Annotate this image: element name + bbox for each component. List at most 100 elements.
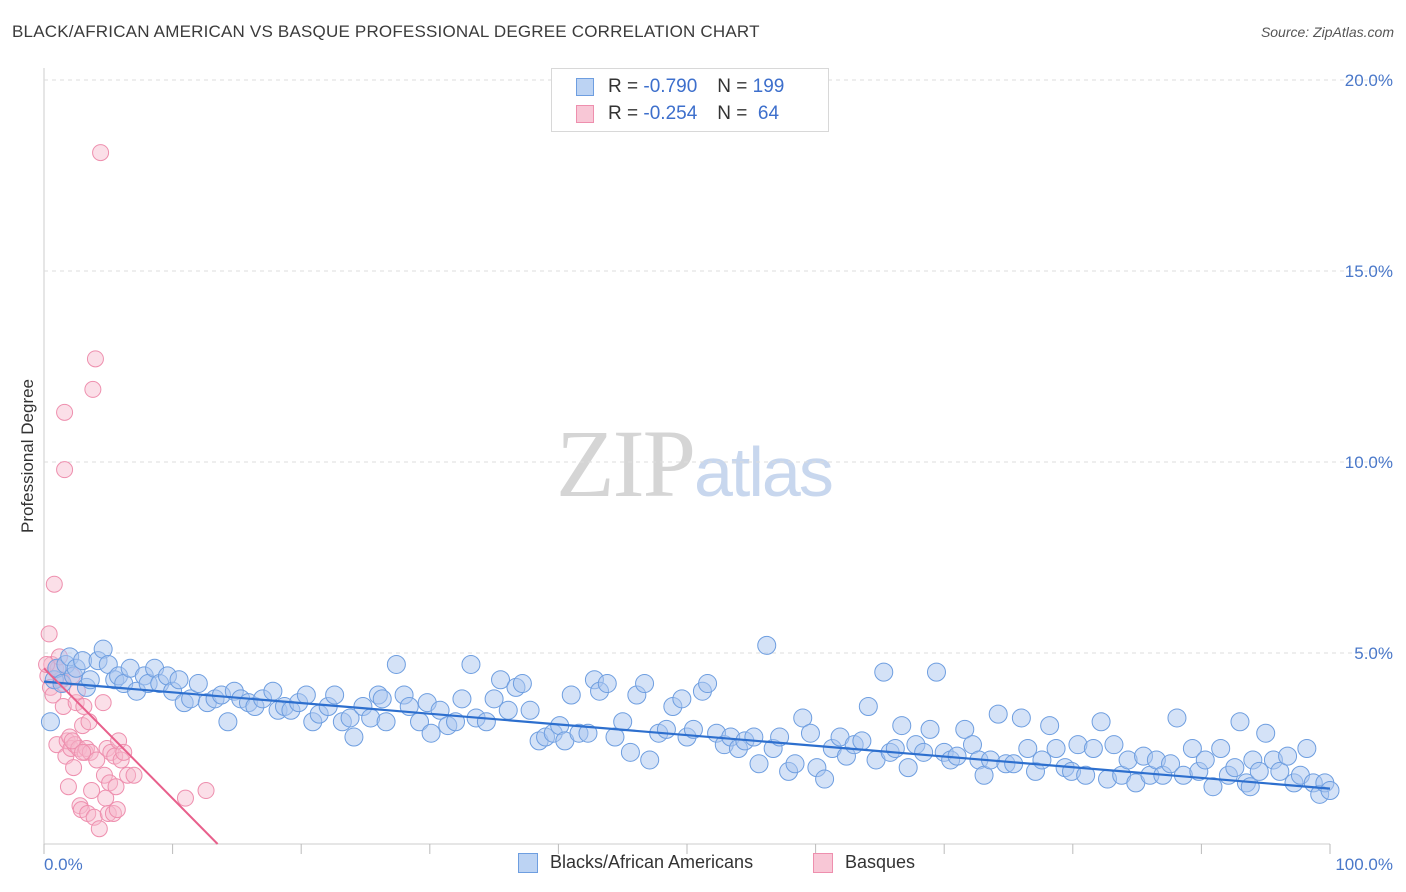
blacks-point [296,685,316,705]
series-legend: Blacks/African Americans Basques [0,852,1406,876]
x-tick-labels: 0.0% 100.0% [44,855,1393,874]
basques-point [107,778,125,796]
legend-r-label: R = [608,103,639,124]
blacks-point [1225,758,1245,778]
basques-point [80,713,98,731]
blacks-point [1076,765,1096,785]
legend-r-value: -0.254 [643,103,698,124]
blacks-point [858,696,878,716]
blacks-point [1195,750,1215,770]
source-label: Source: ZipAtlas.com [1260,24,1394,40]
legend-n-label: N = [717,76,748,97]
blacks-point [1182,739,1202,758]
legend-label-blacks: Blacks/African Americans [550,852,754,872]
blacks-trend-line [43,680,1331,790]
basques-point [59,778,77,796]
basques-point [108,801,126,819]
blacks-point [1230,712,1250,732]
blacks-point [340,708,360,728]
correlation-legend: R = -0.790 N = 199 R = -0.254 N = 64 [551,68,829,132]
basques-point [86,350,104,368]
y-tick-label: 10.0% [1345,453,1393,472]
blacks-point [188,674,208,694]
x-tick-label: 100.0% [1335,855,1393,874]
legend-n-value: 199 [752,76,785,97]
blacks-point [376,712,396,732]
basques-point [84,380,102,398]
blacks-point [1083,739,1103,758]
legend-n-label: N = [717,103,748,124]
blacks-point [1297,739,1317,758]
blacks-point [578,723,598,743]
blacks-point [749,754,769,774]
blacks-point [1161,754,1181,774]
blacks-point [757,635,777,655]
blacks-point [1018,739,1038,758]
blacks-point [793,708,813,728]
legend-n-value: 64 [752,103,780,124]
blacks-point [640,750,660,770]
blacks-point [597,674,617,694]
x-axis-ticks [43,844,1331,854]
blacks-point [1270,761,1290,781]
basques-point [94,694,112,712]
blacks-point [169,670,189,690]
legend-r-value: -0.790 [643,76,698,97]
blacks-point [263,681,283,701]
blacks-point [1211,739,1231,758]
basques-point [88,751,106,769]
chart-title: BLACK/AFRICAN AMERICAN VS BASQUE PROFESS… [12,22,760,41]
legend-item-basques[interactable]: Basques [813,852,915,873]
blacks-point [325,685,345,705]
blacks-point [1104,735,1124,755]
blacks-point [698,674,718,694]
blacks-point [815,769,835,789]
blacks-point [512,674,532,694]
blacks-point [613,712,633,732]
blacks-point [926,662,946,682]
blacks-point [386,654,406,674]
watermark-atlas: atlas [694,433,834,511]
legend-swatch-blue [518,852,538,873]
blacks-point [484,689,504,709]
blacks-point [1203,777,1223,797]
blacks-point [1249,761,1269,781]
blacks-point [461,654,481,674]
blacks-point [452,689,472,709]
blacks-point [683,719,703,739]
watermark: ZIPatlas [556,408,834,519]
legend-row-blacks: R = -0.790 N = 199 [576,75,784,99]
y-tick-labels: 5.0% 10.0% 15.0% 20.0% [1345,71,1393,663]
y-tick-label: 15.0% [1345,262,1393,281]
basques-point [115,743,133,761]
legend-r-label: R = [608,76,639,97]
blacks-point [898,758,918,778]
blacks-point [421,723,441,743]
blacks-point [785,754,805,774]
blacks-point [1278,746,1298,766]
blacks-point [491,670,511,690]
blacks-point [1256,723,1276,743]
blacks-point [40,712,60,732]
basques-point [92,144,110,162]
x-tick-label: 0.0% [44,855,83,874]
blacks-point [344,727,364,747]
legend-swatch-pink [576,105,594,123]
blacks-point [885,739,905,758]
blacks-point [1011,708,1031,728]
blacks-point [1046,739,1066,758]
legend-item-blacks[interactable]: Blacks/African Americans [518,852,753,873]
blacks-point [1091,712,1111,732]
basques-point [125,766,143,784]
legend-row-basques: R = -0.254 N = 64 [576,102,779,126]
basques-point [119,766,137,784]
y-tick-label: 5.0% [1354,644,1393,663]
basques-point [40,625,58,643]
blacks-point [635,674,655,694]
basques-point [90,820,108,838]
basques-point [56,403,74,421]
basques-point [54,697,72,715]
basques-point [63,732,81,750]
basques-point [74,743,92,761]
